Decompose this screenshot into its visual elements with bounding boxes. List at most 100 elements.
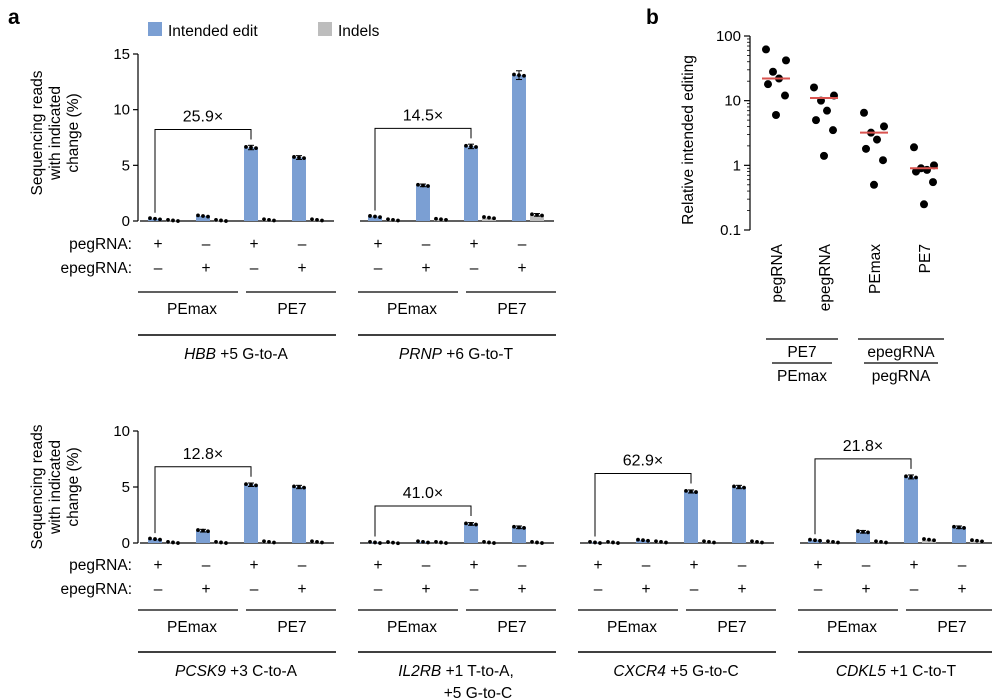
replicate-dot — [267, 217, 271, 222]
data-point — [879, 156, 887, 165]
bar-intended — [292, 487, 306, 543]
epegrna-sign: + — [517, 581, 526, 598]
replicate-dot — [914, 475, 918, 480]
replicate-dot — [530, 539, 534, 544]
replicate-dot — [517, 525, 521, 530]
data-point — [880, 122, 888, 131]
replicate-dot — [702, 539, 706, 544]
replicate-dot — [267, 539, 271, 544]
bar-intended — [416, 185, 430, 221]
data-point — [810, 83, 818, 92]
replicate-dot — [588, 539, 592, 544]
editor-label-pe7: PE7 — [497, 301, 526, 318]
legend-intended-swatch — [148, 22, 162, 36]
pegrna-sign: + — [813, 557, 822, 574]
bar-intended — [292, 157, 306, 221]
epegrna-sign: + — [201, 260, 210, 277]
fold-bracket — [594, 472, 692, 537]
replicate-dot — [684, 488, 688, 493]
pegrna-sign: – — [518, 236, 527, 253]
y-tick-label: 15 — [113, 46, 130, 63]
bar-intended — [196, 215, 210, 221]
epegrna-sign: + — [421, 581, 430, 598]
replicate-dot — [368, 539, 372, 544]
pegrna-sign: – — [202, 557, 211, 574]
replicate-dot — [254, 483, 258, 488]
replicate-dot — [469, 144, 473, 149]
ratio-numerator: PE7 — [787, 344, 816, 361]
replicate-dot — [517, 73, 521, 78]
gene-label: HBB +5 G-to-A — [184, 346, 288, 363]
data-point — [862, 144, 870, 153]
editor-label-pe7: PE7 — [717, 619, 746, 636]
replicate-dot — [302, 485, 306, 490]
replicate-dot — [980, 539, 984, 544]
editor-label-pemax: PEmax — [827, 619, 877, 636]
replicate-dot — [540, 213, 544, 218]
category-label: PE7 — [917, 244, 934, 273]
editor-label-pemax: PEmax — [167, 301, 217, 318]
fold-bracket — [814, 458, 912, 535]
data-point — [781, 91, 789, 100]
fold-change-label: 25.9× — [183, 109, 223, 126]
ylabel-top: Sequencing reads with indicated change (… — [29, 70, 82, 195]
replicate-dot — [646, 538, 650, 543]
replicate-dot — [292, 155, 296, 159]
replicate-dot — [535, 540, 539, 545]
replicate-dot — [694, 490, 698, 494]
replicate-dot — [214, 539, 218, 544]
replicate-dot — [737, 485, 741, 489]
replicate-dot — [272, 540, 276, 545]
replicate-dot — [297, 485, 301, 489]
pegrna-sign: – — [422, 236, 431, 253]
replicate-dot — [474, 145, 478, 149]
edit-name: +3 C-to-A — [226, 663, 298, 680]
epegrna-sign: – — [690, 581, 699, 598]
replicate-dot — [310, 217, 314, 222]
epegrna-sign: – — [154, 581, 163, 598]
replicate-dot — [272, 218, 276, 223]
fold-change-label: 14.5× — [403, 107, 443, 124]
replicate-dot — [196, 528, 200, 532]
edit-name: +1 T-to-A, — [441, 663, 514, 680]
epegrna-sign: + — [517, 260, 526, 277]
fold-bracket — [374, 505, 472, 537]
replicate-dot — [148, 536, 152, 541]
replicate-dot — [904, 474, 908, 479]
replicate-dot — [922, 537, 926, 541]
edit-name: +6 G-to-T — [442, 346, 514, 363]
replicate-dot — [373, 540, 377, 545]
data-point — [812, 116, 820, 125]
replicate-dot — [879, 539, 883, 544]
plot-a-top: 0 5 10 15 + – – + + – – +25.9× PEmax PE7 HBB +5 G-to-A… — [113, 46, 556, 363]
replicate-dot — [492, 541, 496, 545]
y-tick-label: 100 — [716, 28, 741, 45]
replicate-dot — [861, 529, 865, 534]
replicate-dot — [262, 539, 266, 544]
replicate-dot — [391, 217, 395, 222]
replicate-dot — [755, 539, 759, 544]
replicate-dot — [421, 183, 425, 188]
replicate-dot — [492, 216, 496, 221]
replicate-dot — [474, 522, 478, 527]
epegrna-sign: – — [374, 581, 383, 598]
replicate-dot — [952, 524, 956, 529]
fold-change-label: 41.0× — [403, 485, 443, 502]
replicate-dot — [439, 217, 443, 222]
editor-label-pemax: PEmax — [167, 619, 217, 636]
pegrna-sign: – — [862, 557, 871, 574]
replicate-dot — [292, 484, 296, 489]
replicate-dot — [391, 540, 395, 545]
replicate-dot — [224, 541, 228, 545]
edit-name: +5 G-to-A — [216, 346, 289, 363]
replicate-dot — [636, 537, 640, 542]
replicate-dot — [378, 215, 382, 220]
gene-name: CXCR4 — [613, 663, 666, 680]
pegrna-sign: + — [373, 557, 382, 574]
bar-intended — [732, 487, 746, 543]
pegrna-sign: + — [689, 557, 698, 574]
pegrna-sign: – — [642, 557, 651, 574]
fold-change-label: 12.8× — [183, 446, 223, 463]
replicate-dot — [158, 537, 162, 542]
